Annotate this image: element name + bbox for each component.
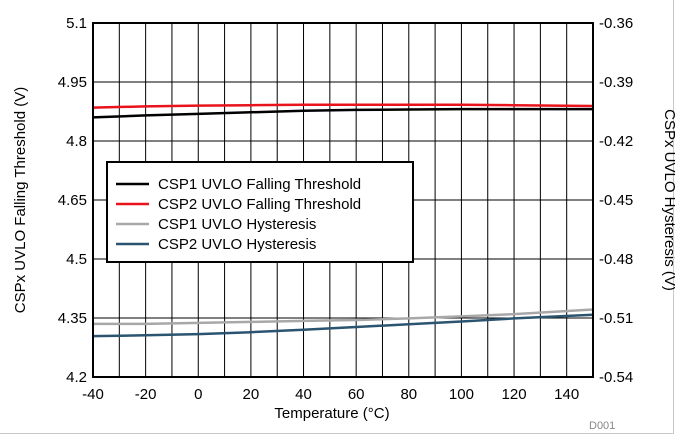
legend-label-csp2-uvlo-hysteresis: CSP2 UVLO Hysteresis <box>158 236 316 253</box>
legend-label-csp1-uvlo-falling-threshold: CSP1 UVLO Falling Threshold <box>158 176 361 193</box>
x-tick-label: 20 <box>243 386 260 403</box>
figure-code: D001 <box>589 420 615 432</box>
y-left-tick-label: 4.95 <box>58 74 87 91</box>
y-right-tick-label: -0.45 <box>599 192 633 209</box>
x-tick-label: 60 <box>348 386 365 403</box>
x-tick-label: 0 <box>194 386 202 403</box>
y-right-tick-label: -0.36 <box>599 15 633 32</box>
x-tick-label: 80 <box>400 386 417 403</box>
x-tick-label: 100 <box>449 386 474 403</box>
y-axis-right-label: CSPx UVLO Hysteresis (V) <box>661 109 675 291</box>
legend-label-csp1-uvlo-hysteresis: CSP1 UVLO Hysteresis <box>158 216 316 233</box>
series-line-csp1-uvlo-hysteresis <box>93 308 594 326</box>
tick-labels: -40 -20 0 20 40 60 80 100 120 140 4.2 4.35 4.5 4.65 4.… <box>58 15 633 403</box>
x-tick-label: -20 <box>135 386 157 403</box>
series-line-csp2-uvlo-falling-threshold <box>92 103 594 109</box>
y-left-tick-label: 4.35 <box>58 310 87 327</box>
y-left-tick-label: 5.1 <box>66 15 87 32</box>
y-right-tick-label: -0.39 <box>599 74 633 91</box>
legend: CSP1 UVLO Falling Threshold CSP2 UVLO Fal… <box>106 161 414 263</box>
y-right-tick-label: -0.42 <box>599 133 633 150</box>
legend-box <box>106 161 414 263</box>
series-lines <box>92 103 594 338</box>
y-left-tick-label: 4.8 <box>66 133 87 150</box>
x-axis-label: Temperature (°C) <box>274 405 389 422</box>
y-left-tick-label: 4.2 <box>66 369 87 386</box>
x-tick-label: 140 <box>554 386 579 403</box>
legend-label-csp2-uvlo-falling-threshold: CSP2 UVLO Falling Threshold <box>158 196 361 213</box>
y-right-tick-label: -0.54 <box>599 369 633 386</box>
x-tick-label: -40 <box>82 386 104 403</box>
plot-border <box>92 22 594 378</box>
y-left-tick-label: 4.65 <box>58 192 87 209</box>
y-right-tick-label: -0.51 <box>599 310 633 327</box>
series-line-csp2-uvlo-hysteresis <box>92 313 594 338</box>
y-left-tick-label: 4.5 <box>66 251 87 268</box>
x-tick-label: 120 <box>502 386 527 403</box>
y-right-tick-label: -0.48 <box>599 251 633 268</box>
series-line-csp1-uvlo-falling-threshold <box>92 107 593 119</box>
y-axis-left-label: CSPx UVLO Falling Threshold (V) <box>12 87 29 313</box>
x-tick-label: 40 <box>295 386 312 403</box>
